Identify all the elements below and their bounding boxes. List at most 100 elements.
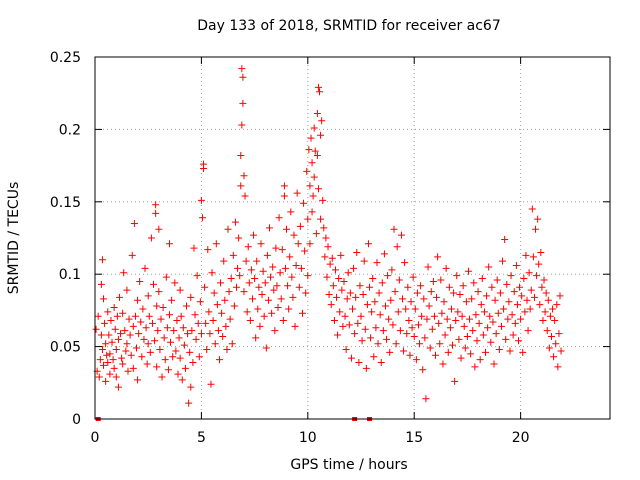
data-point xyxy=(312,230,320,238)
data-point xyxy=(183,302,191,310)
data-point xyxy=(150,280,158,288)
data-point xyxy=(468,295,476,303)
data-point xyxy=(194,319,202,327)
data-point xyxy=(422,395,430,403)
data-point xyxy=(314,185,322,193)
data-point xyxy=(125,315,133,323)
data-point xyxy=(464,267,472,275)
data-point xyxy=(123,286,131,294)
data-point xyxy=(269,263,277,271)
data-point xyxy=(255,283,263,291)
data-point xyxy=(503,280,511,288)
data-point xyxy=(236,272,244,280)
data-point xyxy=(521,308,529,316)
data-point xyxy=(191,311,199,319)
data-point xyxy=(124,367,132,375)
data-point xyxy=(211,340,219,348)
data-point xyxy=(426,344,434,352)
data-point xyxy=(330,317,338,325)
data-point xyxy=(535,260,543,268)
data-point xyxy=(477,301,485,309)
data-point xyxy=(446,324,454,332)
data-point xyxy=(296,222,304,230)
data-point xyxy=(361,325,369,333)
data-point xyxy=(136,277,144,285)
data-point xyxy=(338,286,346,294)
data-point xyxy=(185,399,193,407)
data-point xyxy=(100,295,108,303)
data-point xyxy=(122,347,130,355)
data-point xyxy=(98,345,106,353)
data-point xyxy=(101,319,109,327)
data-point xyxy=(276,269,284,277)
data-point xyxy=(317,131,325,139)
data-point xyxy=(529,253,537,261)
data-point xyxy=(358,337,366,345)
data-point xyxy=(401,259,409,267)
data-point xyxy=(543,327,551,335)
data-point xyxy=(212,240,220,248)
data-point xyxy=(310,124,318,132)
data-point xyxy=(342,345,350,353)
data-point xyxy=(324,243,332,251)
data-point xyxy=(339,322,347,330)
data-point xyxy=(109,356,117,364)
data-point xyxy=(277,295,285,303)
data-point xyxy=(102,340,110,348)
data-point xyxy=(443,315,451,323)
data-point xyxy=(254,305,262,313)
data-point xyxy=(252,334,260,342)
data-point xyxy=(346,289,354,297)
data-point xyxy=(375,289,383,297)
data-point xyxy=(112,345,120,353)
data-point xyxy=(500,305,508,313)
data-point xyxy=(202,319,210,327)
data-point xyxy=(165,240,173,248)
data-point xyxy=(233,283,241,291)
data-point xyxy=(297,264,305,272)
data-point xyxy=(467,350,475,358)
data-point xyxy=(368,308,376,316)
data-point xyxy=(264,296,272,304)
data-point xyxy=(385,315,393,323)
data-point xyxy=(447,305,455,313)
data-point xyxy=(219,332,227,340)
data-point xyxy=(106,370,114,378)
data-point xyxy=(471,363,479,371)
data-point xyxy=(352,293,360,301)
data-point xyxy=(179,324,187,332)
y-tick-label: 0.15 xyxy=(50,195,81,211)
data-point xyxy=(208,269,216,277)
data-point xyxy=(396,327,404,335)
data-point xyxy=(239,99,247,107)
data-point xyxy=(373,259,381,267)
data-point xyxy=(159,304,167,312)
data-point xyxy=(176,286,184,294)
data-point xyxy=(525,269,533,277)
data-point xyxy=(355,359,363,367)
data-point xyxy=(117,330,125,338)
data-point xyxy=(456,290,464,298)
data-point xyxy=(305,146,313,154)
data-point xyxy=(408,324,416,332)
data-point xyxy=(98,256,106,264)
data-point xyxy=(103,351,111,359)
data-point xyxy=(341,312,349,320)
data-point xyxy=(268,309,276,317)
data-point xyxy=(316,88,324,96)
data-point xyxy=(485,263,493,271)
data-point xyxy=(395,276,403,284)
data-point xyxy=(266,224,274,232)
data-point xyxy=(508,311,516,319)
data-point xyxy=(527,286,535,294)
data-point xyxy=(555,330,563,338)
data-point xyxy=(388,266,396,274)
data-point xyxy=(533,272,541,280)
data-point xyxy=(238,65,246,73)
data-point xyxy=(359,290,367,298)
data-point xyxy=(524,327,532,335)
data-point xyxy=(110,304,118,312)
data-point xyxy=(243,308,251,316)
data-point xyxy=(107,317,115,325)
data-point xyxy=(449,341,457,349)
